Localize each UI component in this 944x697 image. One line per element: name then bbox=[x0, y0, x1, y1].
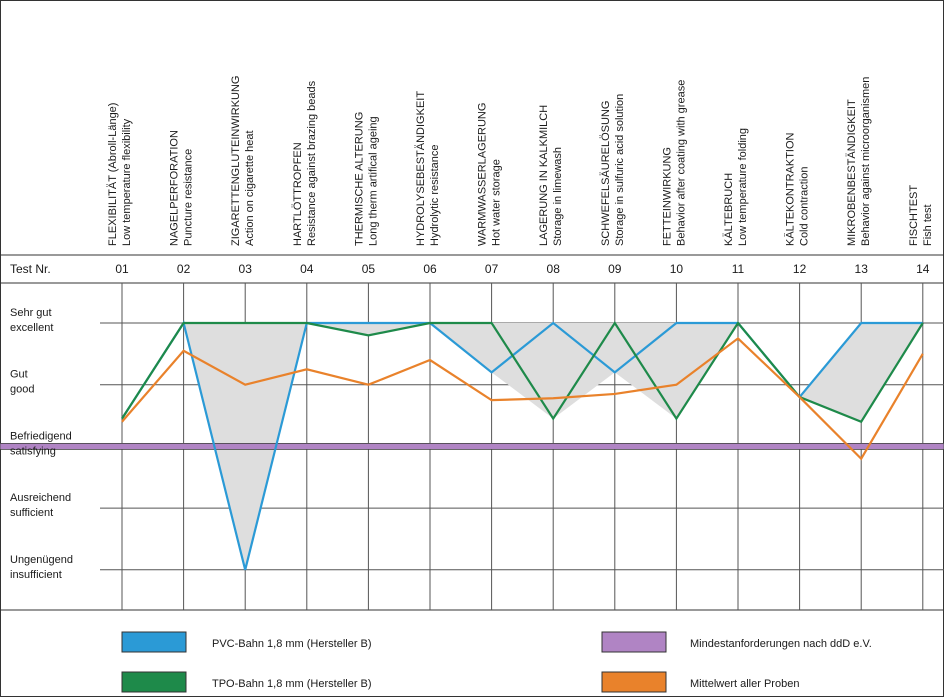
category-header-en: Long therm artifical ageing bbox=[367, 116, 379, 246]
test-nr-value: 11 bbox=[732, 262, 745, 276]
y-level-label-de: Ungenügend bbox=[10, 554, 73, 566]
legend-swatch bbox=[121, 671, 187, 693]
test-nr-value: 07 bbox=[485, 262, 499, 276]
category-header-en: Hot water storage bbox=[491, 159, 503, 246]
test-nr-value: 06 bbox=[423, 262, 437, 276]
category-header-de: FLEXIBILITÄT (Abroll-Länge) bbox=[107, 103, 119, 246]
category-header-en: Storage in sulfuric acid solution bbox=[614, 94, 626, 246]
category-header-de: KÄLTEKONTRAKTION bbox=[785, 132, 797, 246]
category-header-en: Cold contraction bbox=[799, 167, 811, 247]
series-line-2 bbox=[121, 336, 924, 461]
category-header-en: Resistance against brazing beads bbox=[306, 80, 318, 246]
category-header-en: Action on cigarette heat bbox=[244, 130, 256, 246]
test-nr-value: 04 bbox=[300, 262, 314, 276]
category-header-en: Behavior against microorganismen bbox=[860, 77, 872, 246]
test-nr-value: 05 bbox=[362, 262, 376, 276]
legend-label: Mittelwert aller Proben bbox=[690, 678, 799, 690]
category-header-en: Storage in limewash bbox=[552, 147, 564, 246]
test-nr-value: 02 bbox=[177, 262, 191, 276]
legend-swatch bbox=[121, 631, 187, 653]
category-header-de: MIKROBENBESTÄNDIGKEIT bbox=[846, 99, 858, 246]
y-level-label-de: Sehr gut bbox=[10, 307, 52, 319]
test-nr-value: 10 bbox=[670, 262, 684, 276]
y-level-label-en: sufficient bbox=[10, 507, 53, 519]
y-level-label-en: satisfying bbox=[10, 445, 56, 457]
test-nr-value: 13 bbox=[855, 262, 869, 276]
category-header-de: HARTLÖTTROPFEN bbox=[292, 142, 304, 246]
category-header-de: WARMWASSERLAGERUNG bbox=[477, 103, 489, 246]
category-header-de: NAGELPERFORATION bbox=[169, 130, 181, 246]
test-nr-value: 08 bbox=[547, 262, 561, 276]
legend-swatch bbox=[601, 671, 667, 693]
category-header-de: LAGERUNG IN KALKMILCH bbox=[538, 105, 550, 246]
category-header-en: Hydrolytic resistance bbox=[429, 145, 441, 246]
test-nr-value: 01 bbox=[115, 262, 129, 276]
y-level-label-en: insufficient bbox=[10, 569, 62, 581]
legend-label: PVC-Bahn 1,8 mm (Hersteller B) bbox=[212, 638, 372, 650]
category-header-en: Fish test bbox=[922, 204, 934, 246]
test-nr-value: 12 bbox=[793, 262, 807, 276]
category-header-de: KÄLTEBRUCH bbox=[723, 173, 735, 246]
category-header-de: FETTEINWIRKUNG bbox=[661, 147, 673, 246]
category-header-de: ZIGARETTENGLUTEINWIRKUNG bbox=[230, 75, 242, 246]
series-line-1 bbox=[121, 320, 924, 424]
test-nr-label: Test Nr. bbox=[10, 262, 51, 276]
category-header-en: Behavior after coating with grease bbox=[675, 80, 687, 246]
test-nr-value: 09 bbox=[608, 262, 622, 276]
y-level-label-en: good bbox=[10, 384, 34, 396]
test-nr-value: 14 bbox=[916, 262, 930, 276]
category-header-en: Puncture resistance bbox=[183, 149, 195, 246]
threshold-line bbox=[0, 442, 944, 450]
legend-label: Mindestanforderungen nach ddD e.V. bbox=[690, 638, 872, 650]
legend-label: TPO-Bahn 1,8 mm (Hersteller B) bbox=[212, 678, 372, 690]
y-level-label-de: Gut bbox=[10, 369, 28, 381]
category-header-de: FISCHTEST bbox=[908, 185, 920, 246]
category-header-en: Low temperature flexibility bbox=[121, 118, 133, 246]
y-level-label-de: Befriedigend bbox=[10, 430, 72, 442]
test-nr-value: 03 bbox=[239, 262, 253, 276]
category-header-en: Low temperature folding bbox=[737, 128, 749, 246]
y-level-label-en: excellent bbox=[10, 322, 53, 334]
category-header-de: SCHWEFELSÄURELÖSUNG bbox=[600, 101, 612, 246]
legend-swatch bbox=[601, 631, 667, 653]
category-header-de: HYDROLYSEBESTÄNDIGKEIT bbox=[415, 91, 427, 246]
category-header-de: THERMISCHE ALTERUNG bbox=[353, 112, 365, 246]
y-level-label-de: Ausreichend bbox=[10, 492, 71, 504]
